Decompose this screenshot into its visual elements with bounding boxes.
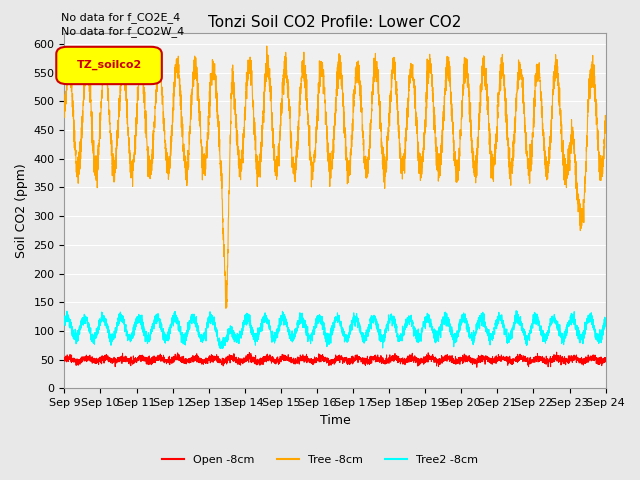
FancyBboxPatch shape: [56, 47, 162, 84]
Text: TZ_soilco2: TZ_soilco2: [77, 60, 142, 70]
Title: Tonzi Soil CO2 Profile: Lower CO2: Tonzi Soil CO2 Profile: Lower CO2: [209, 15, 461, 30]
Text: No data for f_CO2W_4: No data for f_CO2W_4: [61, 26, 184, 37]
Y-axis label: Soil CO2 (ppm): Soil CO2 (ppm): [15, 163, 28, 258]
Legend: Open -8cm, Tree -8cm, Tree2 -8cm: Open -8cm, Tree -8cm, Tree2 -8cm: [157, 451, 483, 469]
Text: No data for f_CO2E_4: No data for f_CO2E_4: [61, 12, 180, 23]
X-axis label: Time: Time: [319, 414, 350, 427]
